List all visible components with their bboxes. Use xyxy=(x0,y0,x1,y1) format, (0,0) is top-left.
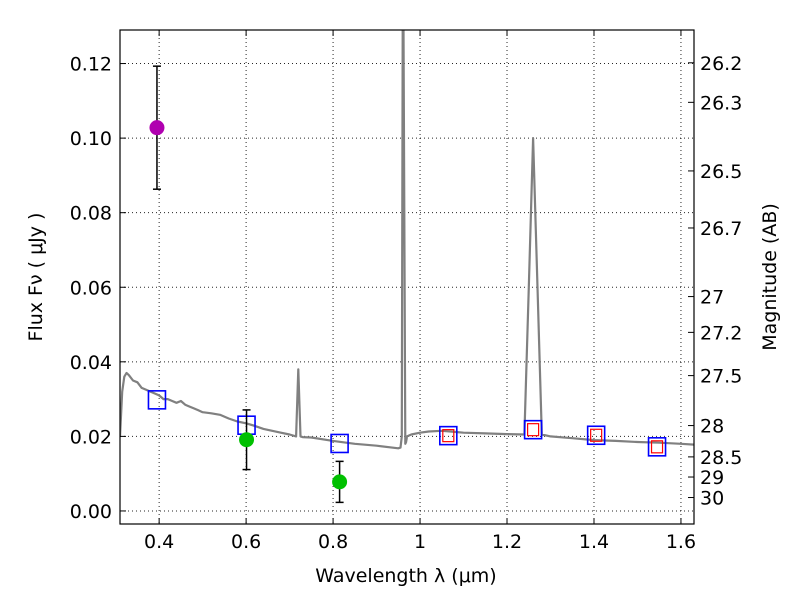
mag-tick-label: 29 xyxy=(700,467,724,489)
model-box-inner xyxy=(442,429,455,443)
model-box-inner xyxy=(527,423,540,437)
mag-tick-label: 26.3 xyxy=(700,92,742,114)
y-axis-label: Flux Fν ( μJy ) xyxy=(25,213,47,342)
x-tick-label: 1 xyxy=(414,531,426,553)
mag-tick-label: 27.5 xyxy=(700,366,742,388)
mag-tick-label: 28.5 xyxy=(700,447,742,469)
x-tick-label: 0.4 xyxy=(144,531,174,553)
plot-frame xyxy=(119,29,695,525)
x-tick-label: 1.6 xyxy=(666,531,696,553)
model-box xyxy=(330,433,349,454)
model-box-inner xyxy=(650,440,664,454)
mag-tick-label: 28 xyxy=(700,416,724,438)
x-tick-label: 0.8 xyxy=(318,531,348,553)
mag-tick-label: 26.7 xyxy=(700,218,742,240)
mag-tick-label: 30 xyxy=(700,488,724,510)
y-tick-label: 0.04 xyxy=(70,352,112,374)
x-tick-label: 1.4 xyxy=(579,531,609,553)
mag-tick-label: 26.5 xyxy=(700,161,742,183)
x-axis-label: Wavelength λ (μm) xyxy=(315,565,496,587)
mag-tick-label: 27 xyxy=(700,287,724,309)
model-boxes-layer xyxy=(147,390,667,457)
spectrum-line xyxy=(120,30,694,450)
model-box xyxy=(586,425,606,446)
model-box xyxy=(147,390,167,410)
y-tick-label: 0.10 xyxy=(70,128,112,150)
x-tick-label: 1.2 xyxy=(492,531,522,553)
model-box xyxy=(647,437,667,457)
y-tick-label: 0.08 xyxy=(70,203,112,225)
y-tick-label: 0.12 xyxy=(70,54,112,76)
y-tick-label: 0.00 xyxy=(70,501,112,523)
data-point-green-2 xyxy=(332,474,348,490)
data-point-green-1 xyxy=(239,432,255,448)
observed-points-layer xyxy=(149,65,348,504)
y-tick-label: 0.02 xyxy=(70,426,112,448)
spectrum-layer xyxy=(120,30,694,450)
model-box xyxy=(439,425,458,446)
x-tick-label: 0.6 xyxy=(231,531,261,553)
mag-tick-label: 27.2 xyxy=(700,322,742,344)
model-box-inner xyxy=(590,428,603,442)
ticks-layer: 0.4 0.6 0.8 1 1.2 1.4 1.6 0.00 0.02 0.04 0.06 0.08 0… xyxy=(70,30,742,553)
y2-axis-label: Magnitude (AB) xyxy=(759,203,781,351)
mag-tick-label: 26.2 xyxy=(700,53,742,75)
data-point-magenta xyxy=(149,120,165,136)
y-tick-label: 0.06 xyxy=(70,277,112,299)
model-box xyxy=(523,419,543,440)
